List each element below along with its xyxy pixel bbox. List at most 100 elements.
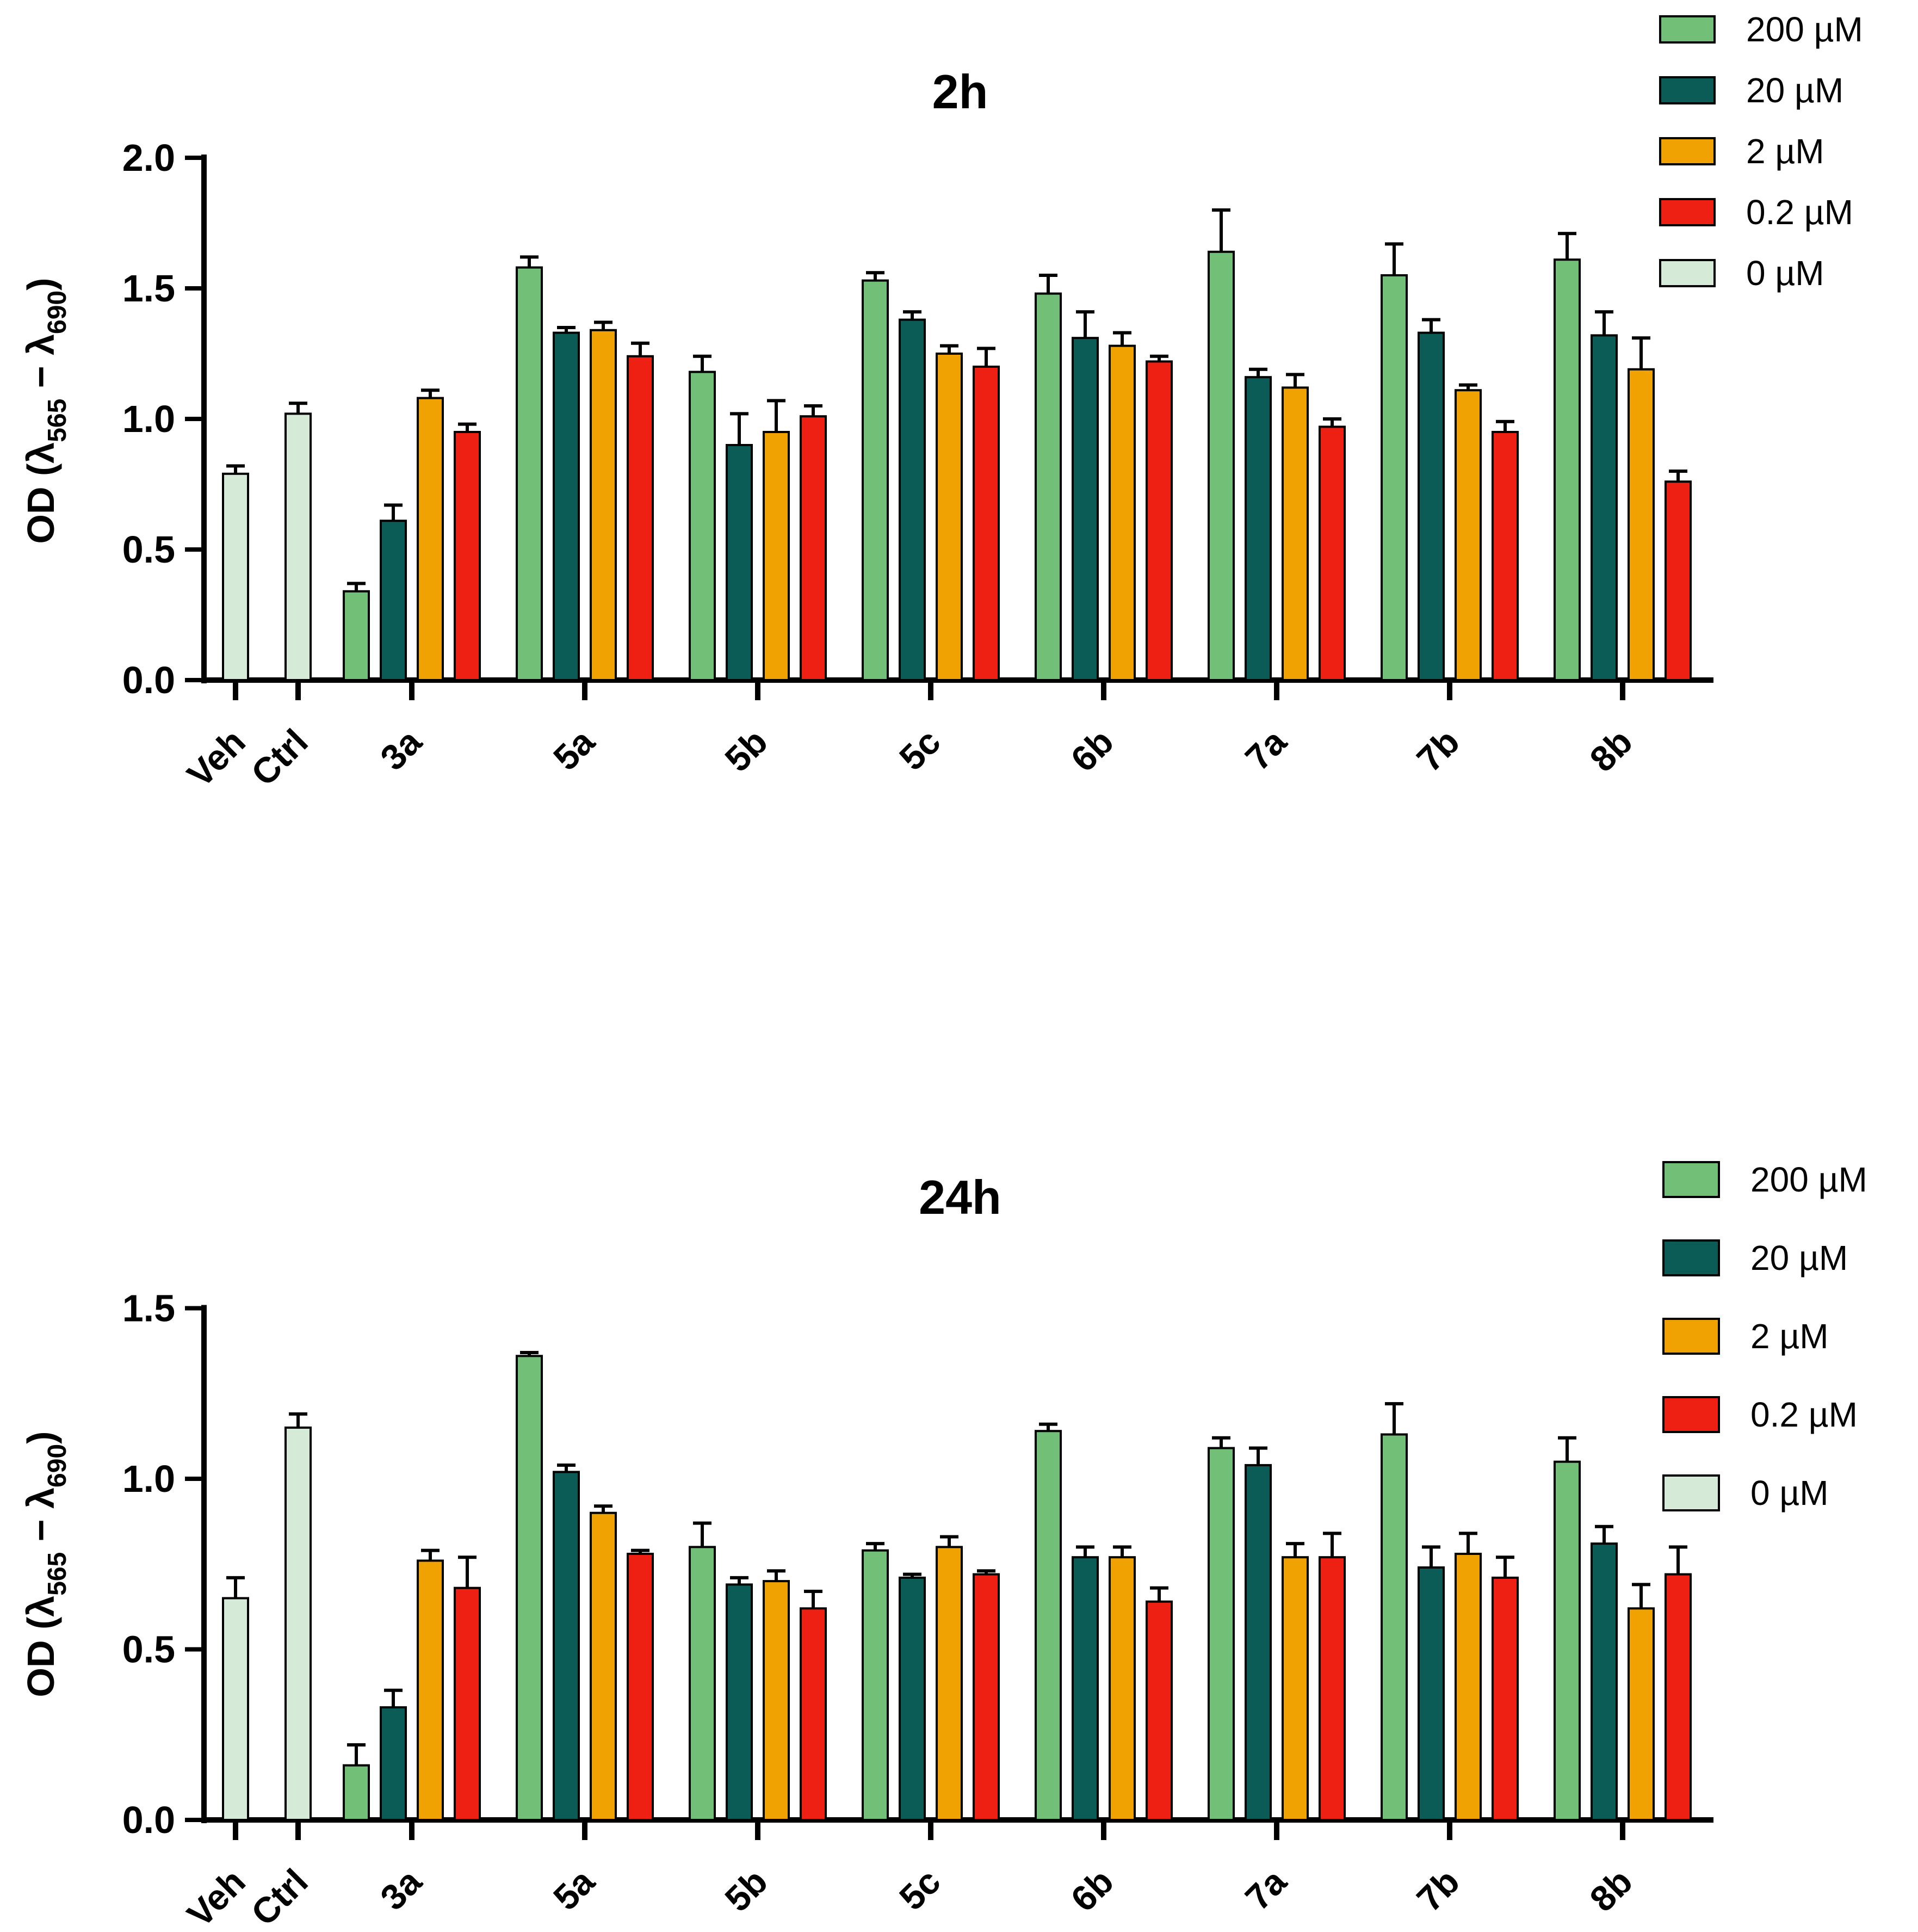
x-category-label: Veh bbox=[180, 1861, 253, 1932]
x-category-label: 8b bbox=[1582, 721, 1640, 780]
bar-7b-20 µM bbox=[1418, 1566, 1445, 1822]
x-category-label: Veh bbox=[180, 721, 253, 795]
error-bar-line bbox=[565, 328, 568, 335]
x-tick bbox=[1620, 683, 1625, 700]
error-bar-line bbox=[812, 406, 815, 419]
error-bar-line bbox=[948, 345, 951, 356]
bar-8b-0.2 µM bbox=[1665, 1573, 1692, 1822]
error-bar-line bbox=[1504, 421, 1507, 434]
error-bar-cap bbox=[1595, 310, 1613, 314]
y-axis-title-24h: OD (λ565 − λ690) bbox=[11, 1292, 72, 1836]
x-tick bbox=[582, 683, 587, 700]
error-bar-line bbox=[874, 273, 877, 283]
y-tick bbox=[185, 1306, 201, 1311]
y-axis-title-prefix-2: OD (λ bbox=[20, 1595, 62, 1698]
error-bar-cap bbox=[1212, 1436, 1230, 1440]
error-bar-cap bbox=[557, 326, 576, 329]
error-bar-line bbox=[985, 348, 988, 369]
error-bar-cap bbox=[866, 271, 884, 275]
error-bar-cap bbox=[804, 1589, 822, 1593]
error-bar-cap bbox=[903, 1572, 921, 1576]
bar-Veh-0 µM bbox=[222, 472, 249, 681]
chart-title-2h: 2h bbox=[932, 65, 988, 119]
x-category-label: 5c bbox=[892, 1861, 948, 1918]
error-bar-line bbox=[1639, 1584, 1643, 1611]
x-category-label: 3a bbox=[373, 721, 430, 778]
error-bar-line bbox=[1121, 332, 1124, 348]
error-bar-cap bbox=[693, 354, 711, 358]
error-bar-line bbox=[602, 322, 605, 332]
y-axis-title-sub1-2: 565 bbox=[43, 1552, 72, 1596]
error-bar-cap bbox=[903, 310, 921, 314]
y-tick-label: 0.5 bbox=[122, 528, 175, 571]
error-bar-cap bbox=[1249, 367, 1267, 371]
bar-5c-2 µM bbox=[936, 1546, 963, 1821]
error-bar-cap bbox=[384, 503, 403, 507]
error-bar-line bbox=[1467, 385, 1470, 393]
error-bar-cap bbox=[1669, 1545, 1687, 1549]
error-bar-cap bbox=[1459, 1532, 1477, 1535]
legend-swatch-0uM bbox=[1659, 259, 1716, 287]
legend-swatch-0p2uM bbox=[1659, 198, 1716, 226]
error-bar-line bbox=[565, 1465, 568, 1474]
error-bar-cap bbox=[1595, 1524, 1613, 1528]
error-bar-line bbox=[1676, 1547, 1680, 1577]
bar-5a-0.2 µM bbox=[627, 1552, 654, 1821]
bar-7a-2 µM bbox=[1282, 1556, 1309, 1821]
legend-label-0uM: 0 µM bbox=[1750, 1473, 1829, 1513]
error-bar-cap bbox=[693, 1521, 711, 1525]
bar-5a-20 µM bbox=[553, 1471, 580, 1821]
bar-5b-20 µM bbox=[726, 444, 753, 681]
y-tick bbox=[185, 547, 201, 552]
bar-8b-200 µM bbox=[1554, 1460, 1581, 1821]
x-category-label: 6b bbox=[1063, 1861, 1121, 1919]
bar-Veh-0 µM bbox=[222, 1597, 249, 1821]
error-bar-cap bbox=[804, 404, 822, 408]
bar-8b-2 µM bbox=[1628, 368, 1655, 681]
error-bar-cap bbox=[520, 255, 539, 259]
error-bar-line bbox=[1504, 1557, 1507, 1580]
error-bar-line bbox=[911, 312, 914, 322]
legend-swatch-2uM bbox=[1662, 1318, 1720, 1355]
x-category-label: 5a bbox=[546, 721, 603, 778]
bar-6b-2 µM bbox=[1109, 1556, 1136, 1821]
error-bar-cap bbox=[458, 1556, 477, 1559]
x-category-label: 6b bbox=[1063, 721, 1121, 780]
error-bar-cap bbox=[1286, 373, 1304, 376]
error-bar-line bbox=[1047, 1424, 1050, 1434]
error-bar-line bbox=[775, 400, 778, 434]
y-axis-title-suffix: ) bbox=[20, 277, 62, 291]
bar-7b-0.2 µM bbox=[1492, 1576, 1519, 1822]
x-category-label: Ctrl bbox=[243, 721, 315, 794]
x-tick bbox=[233, 1823, 238, 1840]
legend-label-0p2uM: 0.2 µM bbox=[1750, 1395, 1858, 1434]
error-bar-cap bbox=[1632, 336, 1650, 340]
error-bar-cap bbox=[557, 1463, 576, 1467]
error-bar-line bbox=[1331, 419, 1334, 429]
x-tick bbox=[1620, 1823, 1625, 1840]
y-axis-title-2h: OD (λ565 − λ690) bbox=[11, 139, 72, 683]
y-axis-title-sub2-2: 690 bbox=[43, 1443, 72, 1487]
bar-7a-0.2 µM bbox=[1319, 425, 1346, 682]
error-bar-line bbox=[738, 1577, 741, 1587]
error-bar-cap bbox=[767, 1569, 785, 1573]
error-bar-cap bbox=[458, 422, 477, 426]
y-axis-line bbox=[201, 155, 207, 683]
error-bar-cap bbox=[1039, 1422, 1057, 1426]
x-category-label: 5b bbox=[717, 721, 775, 780]
bar-8b-20 µM bbox=[1591, 1542, 1618, 1821]
error-bar-line bbox=[1294, 374, 1297, 390]
legend-label-20uM: 20 µM bbox=[1750, 1238, 1848, 1277]
bar-5c-2 µM bbox=[936, 353, 963, 681]
error-bar-line bbox=[429, 390, 432, 400]
legend-label-2uM: 2 µM bbox=[1746, 132, 1824, 171]
error-bar-line bbox=[1331, 1533, 1334, 1560]
x-tick bbox=[1101, 1823, 1106, 1840]
error-bar-line bbox=[1393, 244, 1396, 277]
x-tick bbox=[295, 1823, 301, 1840]
bar-3a-200 µM bbox=[343, 1764, 370, 1821]
legend-row: 200 µM bbox=[1662, 1160, 1867, 1199]
error-bar-cap bbox=[384, 1688, 403, 1692]
y-tick-label: 2.0 bbox=[122, 137, 175, 179]
bar-3a-2 µM bbox=[417, 397, 444, 681]
